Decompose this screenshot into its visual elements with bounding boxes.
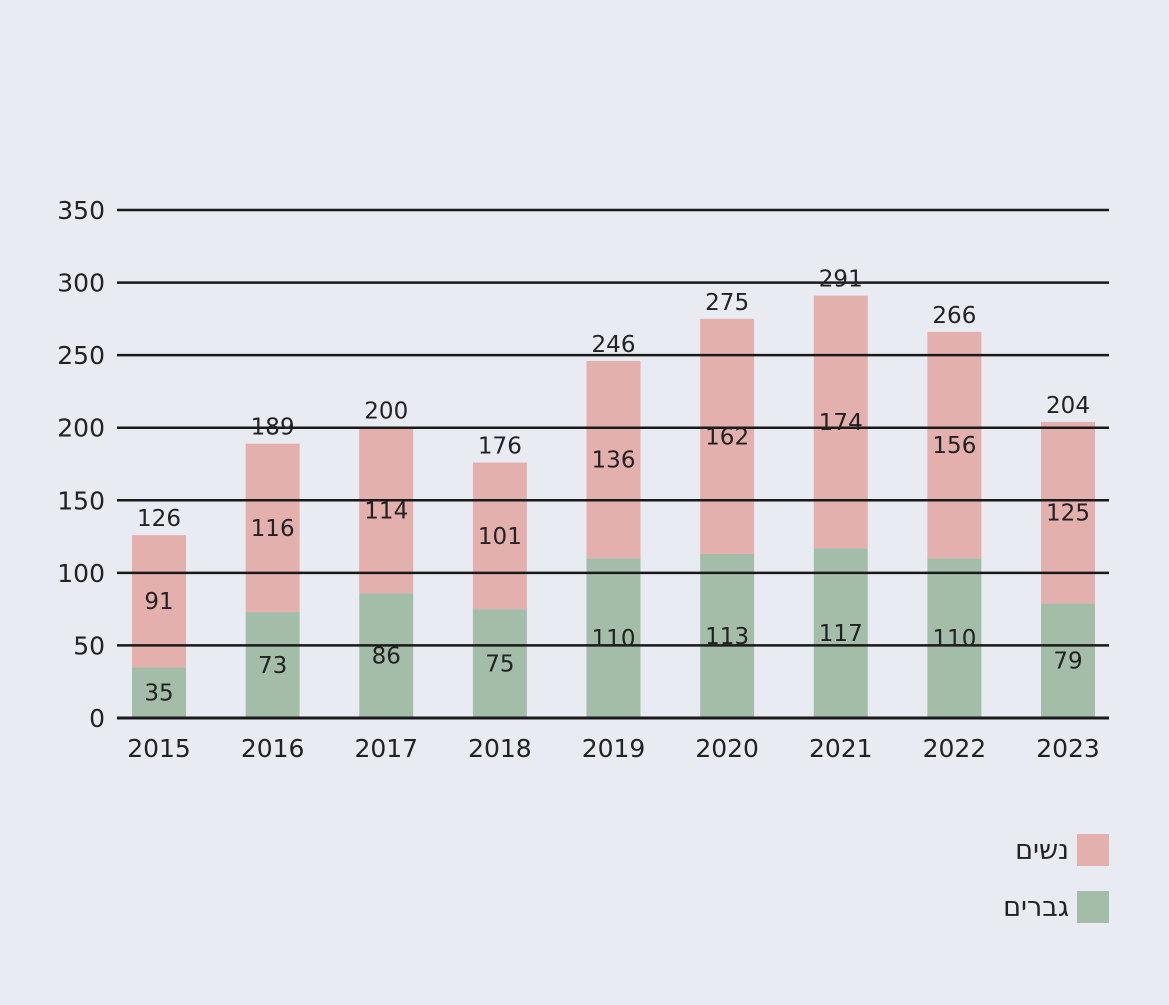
y-tick-label: 250 bbox=[57, 341, 105, 370]
data-label: 113 bbox=[705, 624, 749, 650]
legend-swatch-men bbox=[1077, 891, 1109, 923]
x-tick-label: 2018 bbox=[468, 734, 532, 763]
data-label: 174 bbox=[819, 410, 863, 436]
bar-segment-men bbox=[472, 609, 527, 718]
x-tick-label: 2015 bbox=[127, 734, 191, 763]
bar-segment-women bbox=[813, 295, 868, 549]
data-label: 110 bbox=[932, 626, 976, 652]
total-label: 126 bbox=[137, 506, 181, 532]
total-label: 266 bbox=[932, 303, 976, 329]
data-label: 110 bbox=[592, 626, 636, 652]
legend-item-men: גברים bbox=[1003, 891, 1109, 923]
total-label: 204 bbox=[1046, 393, 1090, 419]
bar-segment-women bbox=[700, 318, 755, 554]
data-label: 86 bbox=[372, 644, 401, 670]
x-tick-label: 2020 bbox=[695, 734, 759, 763]
bar-segment-men bbox=[700, 553, 755, 718]
data-label: 125 bbox=[1046, 501, 1090, 527]
bar-segment-men bbox=[359, 593, 414, 718]
data-label: 35 bbox=[144, 681, 173, 707]
y-tick-label: 150 bbox=[57, 486, 105, 515]
data-labels-group: 35 91 126 73 116 189 86 114 200 75 101 176 110 136 246… bbox=[137, 267, 1090, 707]
bar-segment-men bbox=[132, 667, 186, 718]
data-label: 101 bbox=[478, 524, 522, 550]
data-label: 136 bbox=[592, 448, 636, 474]
bar-segment-men bbox=[813, 548, 868, 718]
total-label: 189 bbox=[251, 415, 295, 441]
y-tick-label: 350 bbox=[57, 196, 105, 225]
legend-swatch-women bbox=[1077, 834, 1109, 866]
bar-segment-women bbox=[245, 443, 300, 613]
bar-segment-men bbox=[586, 558, 641, 718]
data-label: 116 bbox=[251, 516, 295, 542]
data-label: 162 bbox=[705, 424, 749, 450]
y-tick-label: 300 bbox=[57, 269, 105, 298]
bar-segment-women bbox=[586, 360, 641, 559]
x-tick-label: 2016 bbox=[241, 734, 305, 763]
data-label: 73 bbox=[258, 653, 287, 679]
x-tick-label: 2023 bbox=[1036, 734, 1100, 763]
bar-segment-women bbox=[927, 331, 982, 559]
x-tick-label: 2021 bbox=[809, 734, 873, 763]
x-tick-label: 2022 bbox=[923, 734, 987, 763]
bar-segment-men bbox=[245, 612, 300, 718]
bar-segment-women bbox=[359, 427, 414, 594]
bar-segment-men bbox=[1041, 603, 1095, 718]
y-tick-label: 0 bbox=[89, 704, 105, 733]
bar-segment-women bbox=[472, 462, 527, 610]
legend-item-women: נשים bbox=[1003, 834, 1109, 866]
gridlines-group: 0 50 100 150 200 250 300 350 bbox=[57, 196, 1109, 733]
data-label: 91 bbox=[144, 589, 173, 615]
total-label: 275 bbox=[705, 290, 749, 316]
data-label: 79 bbox=[1053, 649, 1082, 675]
data-label: 114 bbox=[364, 498, 408, 524]
bars-group bbox=[132, 295, 1095, 718]
x-tick-label: 2019 bbox=[582, 734, 646, 763]
y-tick-label: 50 bbox=[73, 631, 105, 660]
total-label: 176 bbox=[478, 434, 522, 460]
bar-segment-men bbox=[927, 558, 982, 718]
data-label: 117 bbox=[819, 621, 863, 647]
y-tick-label: 100 bbox=[57, 559, 105, 588]
total-label: 291 bbox=[819, 267, 863, 293]
chart-legend: נשים גברים bbox=[1003, 834, 1109, 948]
data-label: 75 bbox=[485, 652, 514, 678]
legend-label-women: נשים bbox=[1015, 834, 1069, 866]
x-tick-label: 2017 bbox=[354, 734, 418, 763]
total-label: 200 bbox=[364, 399, 408, 425]
total-label: 246 bbox=[592, 332, 636, 358]
data-label: 156 bbox=[932, 433, 976, 459]
y-tick-label: 200 bbox=[57, 414, 105, 443]
legend-label-men: גברים bbox=[1003, 891, 1069, 923]
